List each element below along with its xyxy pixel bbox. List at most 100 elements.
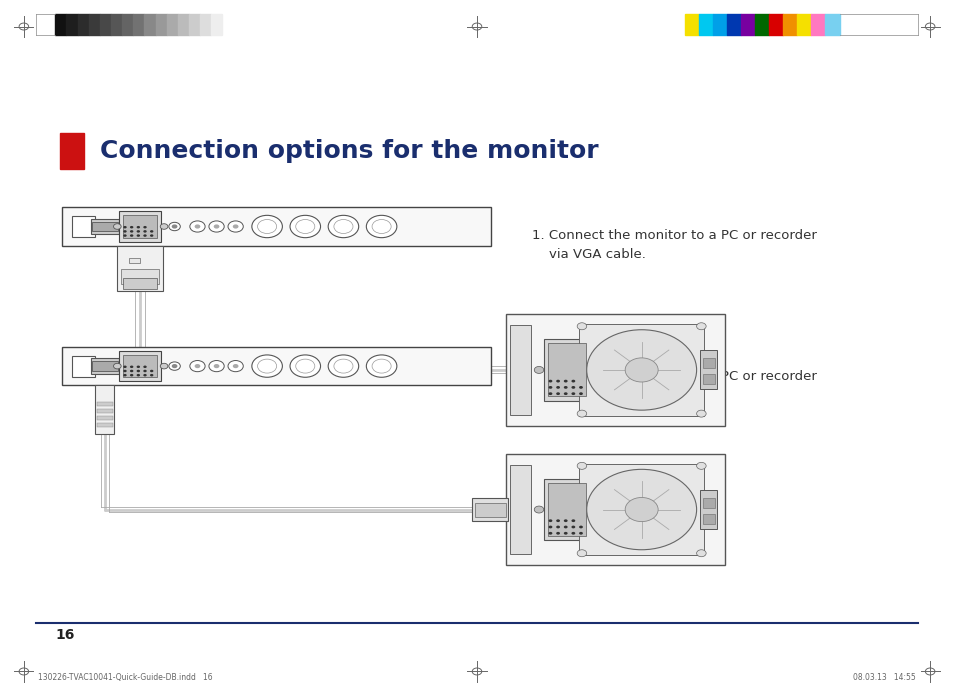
Circle shape xyxy=(334,359,353,373)
Text: Connection options for the monitor: Connection options for the monitor xyxy=(100,140,598,163)
Circle shape xyxy=(169,223,180,230)
Bar xyxy=(123,216,157,237)
Circle shape xyxy=(586,329,696,410)
Circle shape xyxy=(577,462,586,469)
Bar xyxy=(97,402,112,406)
Bar xyxy=(60,133,84,169)
Bar xyxy=(811,14,824,35)
Bar xyxy=(702,514,714,524)
Circle shape xyxy=(233,225,238,229)
Bar xyxy=(510,465,531,554)
Bar xyxy=(200,14,211,35)
Bar xyxy=(129,258,140,263)
Bar xyxy=(67,14,77,35)
Circle shape xyxy=(624,358,658,382)
Circle shape xyxy=(328,355,358,377)
Circle shape xyxy=(143,226,147,228)
Circle shape xyxy=(548,519,552,522)
Bar xyxy=(472,498,508,521)
Bar xyxy=(700,350,717,389)
Circle shape xyxy=(578,386,582,389)
Circle shape xyxy=(577,550,586,557)
Circle shape xyxy=(136,366,140,368)
Circle shape xyxy=(190,221,205,232)
Bar xyxy=(100,14,111,35)
Circle shape xyxy=(130,374,133,376)
Circle shape xyxy=(578,392,582,395)
Circle shape xyxy=(150,374,153,376)
Circle shape xyxy=(123,226,127,228)
Bar xyxy=(726,14,740,35)
Bar xyxy=(824,14,839,35)
Circle shape xyxy=(190,360,205,371)
Circle shape xyxy=(563,386,567,389)
Circle shape xyxy=(577,322,586,329)
Bar xyxy=(578,463,703,556)
Circle shape xyxy=(556,519,559,522)
Circle shape xyxy=(213,225,219,229)
Circle shape xyxy=(548,532,552,535)
Bar xyxy=(768,14,782,35)
Circle shape xyxy=(130,230,133,232)
Circle shape xyxy=(563,519,567,522)
Bar xyxy=(189,14,200,35)
Circle shape xyxy=(150,370,153,372)
Circle shape xyxy=(548,386,552,389)
Circle shape xyxy=(136,370,140,372)
Text: 08.03.13   14:55: 08.03.13 14:55 xyxy=(852,673,915,681)
Circle shape xyxy=(123,370,127,372)
Circle shape xyxy=(556,392,559,395)
Circle shape xyxy=(578,526,582,528)
Circle shape xyxy=(160,364,168,369)
Circle shape xyxy=(194,364,200,369)
Circle shape xyxy=(136,226,140,228)
Circle shape xyxy=(257,219,276,234)
Bar xyxy=(702,359,714,369)
Bar xyxy=(62,347,491,385)
Circle shape xyxy=(143,235,147,237)
Circle shape xyxy=(123,374,127,376)
Bar xyxy=(62,207,491,246)
Bar xyxy=(95,385,114,434)
Circle shape xyxy=(130,366,133,368)
Bar xyxy=(684,14,699,35)
Circle shape xyxy=(290,216,320,238)
Circle shape xyxy=(696,322,705,329)
Bar xyxy=(155,14,167,35)
Bar xyxy=(475,503,505,517)
Bar xyxy=(578,324,703,416)
Circle shape xyxy=(334,219,353,234)
Text: 1. Connect the monitor to a PC or recorder
    via VGA cable.: 1. Connect the monitor to a PC or record… xyxy=(532,229,817,261)
Bar xyxy=(55,14,67,35)
Circle shape xyxy=(548,380,552,383)
Circle shape xyxy=(586,469,696,550)
Circle shape xyxy=(169,362,180,370)
Bar xyxy=(77,14,89,35)
Circle shape xyxy=(123,230,127,232)
Bar xyxy=(167,14,177,35)
Bar xyxy=(702,498,714,508)
Text: 2. Connect the monitor to a PC or recorder
    via HDMI cable.: 2. Connect the monitor to a PC or record… xyxy=(532,370,817,402)
Circle shape xyxy=(577,410,586,417)
Circle shape xyxy=(123,235,127,237)
Bar xyxy=(505,314,724,426)
Circle shape xyxy=(563,526,567,528)
Bar xyxy=(111,14,122,35)
Bar xyxy=(123,355,157,377)
Bar xyxy=(543,339,589,401)
Bar xyxy=(133,14,144,35)
Bar xyxy=(547,343,585,396)
Circle shape xyxy=(328,216,358,238)
Circle shape xyxy=(130,370,133,372)
Bar xyxy=(123,278,157,289)
Circle shape xyxy=(160,224,168,229)
Circle shape xyxy=(696,462,705,469)
Circle shape xyxy=(556,532,559,535)
Bar xyxy=(543,479,589,540)
Bar xyxy=(144,14,155,35)
Bar xyxy=(91,362,118,371)
Circle shape xyxy=(571,526,575,528)
Circle shape xyxy=(548,392,552,395)
Circle shape xyxy=(130,235,133,237)
Circle shape xyxy=(624,498,658,521)
